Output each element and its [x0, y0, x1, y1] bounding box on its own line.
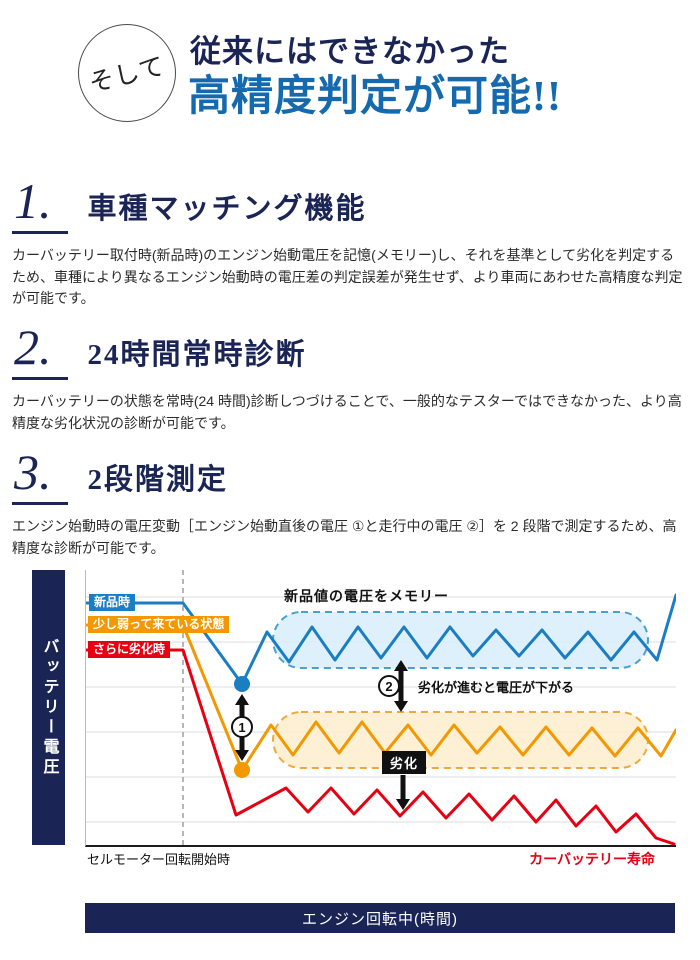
feature-2-body: カーバッテリーの状態を常時(24 時間)診断しつづけることで、一般的なテスターで… [12, 393, 682, 431]
x-end-label: カーバッテリー寿命 [529, 851, 655, 867]
feature-1-header: 1. 車種マッチング機能 [12, 176, 688, 234]
feature-3-header: 3. 2段階測定 [12, 447, 688, 505]
legend-weak: 少し弱って来ている状態 [88, 616, 230, 633]
feature-1-number: 1. [12, 176, 68, 234]
feature-section-1: 1. 車種マッチング機能 カーバッテリー取付時(新品時)のエンジン始動電圧を記憶… [12, 176, 688, 310]
x-axis-title-bar: エンジン回転中(時間) [85, 903, 675, 933]
legend-degraded: さらに劣化時 [88, 641, 171, 658]
soshite-badge-label: そして [86, 52, 169, 98]
y-axis-label-bar: バッテリー電圧 [32, 570, 65, 845]
feature-2-number: 2. [12, 322, 68, 380]
annotation-memory: 新品値の電圧をメモリー [284, 588, 449, 604]
hero-subtitle: 従来にはできなかった [190, 34, 510, 69]
step2-marker: 2 [378, 675, 400, 697]
annotation-voltage-drop: 劣化が進むと電圧が下がる [418, 680, 575, 695]
annotation-deterioration: 劣化 [382, 751, 427, 774]
feature-3-number: 3. [12, 447, 68, 505]
feature-section-2: 2. 24時間常時診断 カーバッテリーの状態を常時(24 時間)診断しつづけるこ… [12, 322, 688, 434]
feature-2-title: 24時間常時診断 [87, 339, 307, 371]
feature-2-header: 2. 24時間常時診断 [12, 322, 688, 380]
feature-1-body: カーバッテリー取付時(新品時)のエンジン始動電圧を記憶(メモリー)し、それを基準… [12, 247, 683, 307]
feature-section-3: 3. 2段階測定 エンジン始動時の電圧変動［エンジン始動直後の電圧 ①と走行中の… [12, 447, 688, 559]
x-start-label: セルモーター回転開始時 [87, 852, 231, 867]
x-axis-labels: セルモーター回転開始時 カーバッテリー寿命 [85, 849, 675, 869]
hero-title: 高精度判定が可能!! [188, 74, 562, 120]
voltage-plot-svg [86, 570, 676, 845]
step1-marker: 1 [231, 716, 253, 738]
legend-new: 新品時 [89, 594, 136, 611]
feature-3-title: 2段階測定 [87, 464, 229, 496]
y-axis-label: バッテリー電圧 [40, 637, 58, 778]
soshite-badge-circle: そして [78, 24, 176, 122]
feature-1-title: 車種マッチング機能 [87, 193, 367, 225]
voltage-plot: 新品時 少し弱って来ている状態 さらに劣化時 新品値の電圧をメモリー 2 劣化が… [85, 570, 676, 847]
feature-3-body: エンジン始動時の電圧変動［エンジン始動直後の電圧 ①と走行中の電圧 ②］を 2 … [12, 518, 677, 556]
